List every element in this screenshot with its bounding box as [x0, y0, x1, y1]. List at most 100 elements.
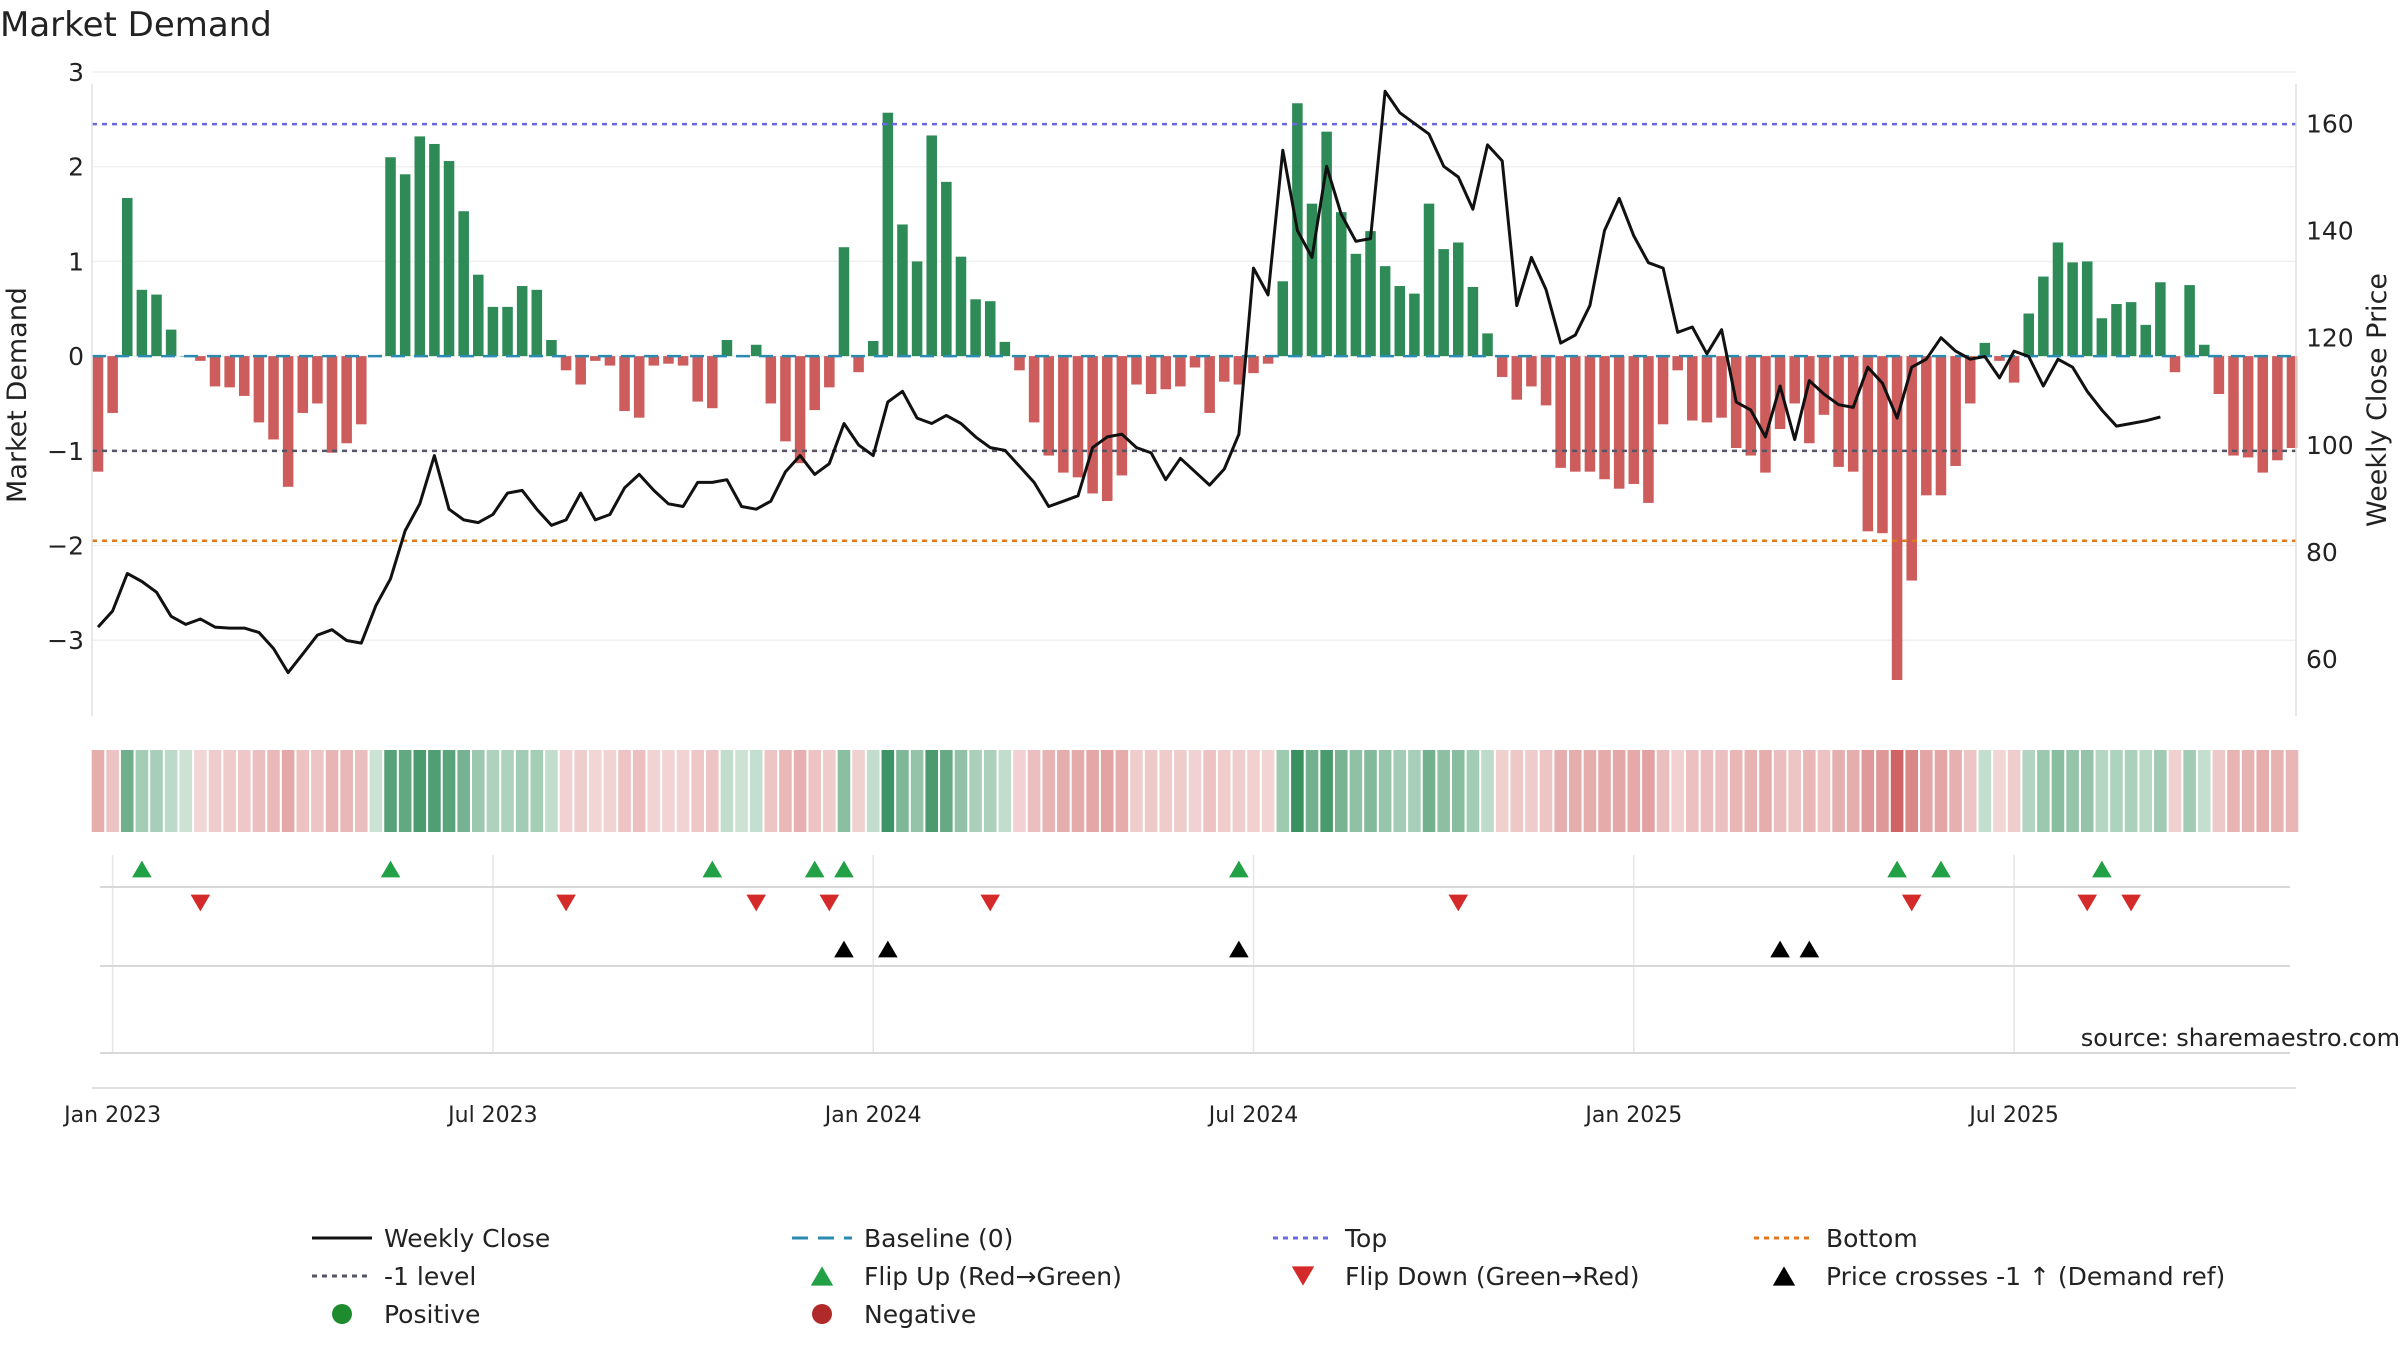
demand-bar: [1189, 356, 1201, 368]
demand-bar: [1657, 356, 1669, 425]
heat-cell: [194, 750, 207, 832]
heat-cell: [1934, 750, 1948, 832]
heat-cell: [1013, 750, 1026, 832]
demand-bar: [326, 356, 338, 453]
heat-cell: [764, 750, 778, 832]
y-tick-label-left: 2: [68, 153, 84, 182]
demand-bar: [2242, 356, 2254, 458]
heat-cell: [1993, 750, 2006, 832]
demand-bar: [619, 356, 630, 412]
heat-cell: [428, 750, 441, 832]
heat-cell: [91, 750, 105, 832]
flip-down-marker: [980, 894, 1001, 912]
weekly-close-line: [96, 89, 2161, 675]
heat-cell: [2212, 750, 2226, 832]
demand-bar: [1599, 356, 1610, 480]
heat-cell: [676, 750, 690, 832]
heat-cell: [1510, 750, 1524, 832]
flip-down-marker: [2077, 894, 2098, 912]
heat-cell: [340, 750, 353, 832]
price-cross-marker: [1770, 940, 1790, 958]
demand-bar: [1218, 356, 1230, 382]
heat-cell: [1334, 750, 1348, 832]
heat-cell: [603, 750, 617, 832]
heat-cell: [2095, 750, 2109, 832]
y-tick-label-right: 160: [2306, 109, 2354, 138]
demand-bar: [1277, 281, 1289, 357]
heat-cell: [954, 750, 968, 832]
weekly-close-line-group: [96, 89, 2161, 675]
heat-cell: [735, 750, 748, 832]
heat-cell: [1686, 750, 1699, 832]
heat-cell: [808, 750, 821, 832]
y-tick-label-left: −2: [47, 532, 84, 561]
heat-cell: [1803, 750, 1816, 832]
demand-bar: [312, 356, 323, 404]
heat-cell: [150, 750, 163, 832]
heat-cell: [1144, 750, 1158, 832]
heat-cell: [1115, 750, 1129, 832]
demand-bar: [2198, 344, 2210, 357]
heat-cell: [413, 750, 427, 832]
heat-cell: [2139, 750, 2153, 832]
legend-swatch-cross: [1772, 1266, 1796, 1286]
heat-cell: [2271, 750, 2284, 832]
price-cross-marker: [878, 940, 898, 958]
demand-bar: [1453, 242, 1464, 357]
demand-bar: [151, 294, 162, 357]
heat-cell: [2124, 750, 2138, 832]
demand-bar: [1116, 356, 1128, 476]
heat-cell: [1949, 750, 1962, 832]
demand-bar: [1175, 356, 1186, 387]
demand-bar: [1804, 356, 1815, 444]
demand-bar: [1833, 356, 1844, 467]
demand-bar: [707, 356, 718, 409]
demand-bar: [2228, 356, 2239, 456]
heat-cell: [2168, 750, 2182, 832]
heat-cell: [559, 750, 573, 832]
x-tick-label: Jul 2024: [1207, 1103, 1299, 1128]
demand-bar: [838, 247, 850, 357]
demand-bar: [663, 356, 674, 364]
demand-bar: [2111, 304, 2122, 357]
heat-cell: [2110, 750, 2123, 832]
demand-bar: [824, 356, 835, 388]
y-tick-label-right: 80: [2306, 538, 2338, 567]
heat-cell: [1598, 750, 1611, 832]
demand-bar: [1058, 356, 1069, 473]
heat-cell: [2080, 750, 2094, 832]
flip-down-marker: [1901, 894, 1922, 912]
heat-cell: [2183, 750, 2196, 832]
demand-bar: [1921, 356, 1932, 496]
heat-cell: [983, 750, 997, 832]
demand-bar: [92, 356, 104, 472]
demand-bar: [1906, 356, 1917, 581]
heat-cell: [1861, 750, 1875, 832]
heat-cell: [2022, 750, 2036, 832]
heat-cell: [1978, 750, 1992, 832]
heat-cell: [1963, 750, 1977, 832]
flip-down-marker: [1448, 894, 1469, 912]
demand-bar: [780, 356, 791, 442]
legend-swatch-positive: [332, 1304, 352, 1324]
heat-cell: [1174, 750, 1187, 832]
reference-levels: [92, 122, 2296, 543]
demand-bar: [955, 256, 967, 357]
x-tick-label: Jul 2023: [446, 1103, 538, 1128]
demand-bar: [1365, 231, 1376, 357]
demand-bar: [385, 157, 396, 357]
heat-cell: [2066, 750, 2079, 832]
demand-bar: [867, 340, 879, 357]
flip-up-marker: [1887, 860, 1907, 878]
heat-cell: [1832, 750, 1845, 832]
demand-bar: [1014, 356, 1025, 371]
heat-cell: [1773, 750, 1787, 832]
demand-bar: [2008, 356, 2020, 383]
flip-up-marker: [380, 860, 401, 878]
demand-bar: [941, 181, 952, 357]
demand-bar: [1087, 356, 1098, 494]
heat-cell: [486, 750, 500, 832]
heat-cell: [1920, 750, 1933, 832]
demand-bar: [2213, 356, 2225, 394]
legend-label-cross: Price crosses -1 ↑ (Demand ref): [1826, 1262, 2225, 1291]
